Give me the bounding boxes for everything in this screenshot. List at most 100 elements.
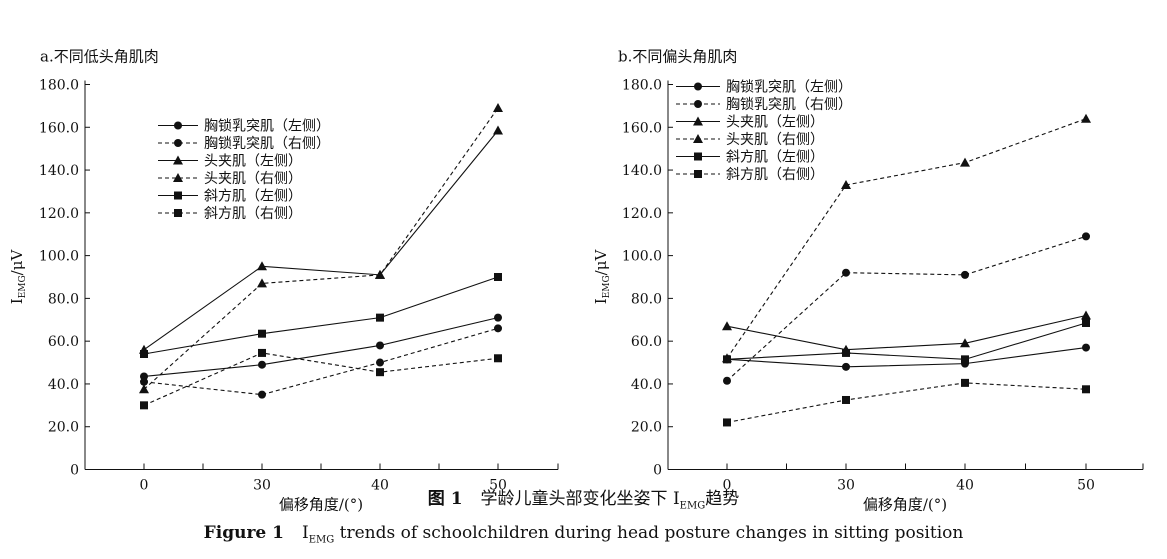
chart-a: a.不同低头角肌肉 0 20.0 40.0 60.0 80.0 100.0 120.0 140.… (8, 48, 559, 514)
data-point (961, 378, 969, 387)
legend-marker (694, 100, 702, 108)
legend-label: 胸锁乳突肌（左侧） (726, 80, 852, 96)
series-1 (140, 313, 502, 381)
x-tick-label: 0 (140, 478, 149, 494)
data-point (376, 313, 384, 322)
y-tick-label: 80.0 (48, 291, 79, 307)
legend-marker (174, 191, 182, 200)
legend-entry: 胸锁乳突肌（左侧） (158, 119, 330, 135)
series-line (726, 314, 1087, 351)
series-line (143, 107, 499, 390)
legend-label: 斜方肌（右侧） (726, 167, 824, 183)
legend-marker (694, 170, 702, 178)
data-point (723, 355, 731, 364)
series-4 (139, 103, 503, 394)
caption-en-label: Figure 1 (203, 523, 284, 543)
chart-title: a.不同低头角肌肉 (40, 48, 159, 66)
y-tick-label: 160.0 (622, 120, 662, 136)
y-tick-label: 60.0 (48, 334, 79, 350)
legend-label: 斜方肌（左侧） (204, 189, 302, 205)
data-point (139, 384, 149, 394)
data-point (961, 355, 969, 364)
y-tick-label: 0 (653, 463, 662, 479)
y-tick-label: 60.0 (631, 334, 662, 350)
legend-entry: 胸锁乳突肌（左侧） (676, 80, 852, 96)
data-point (376, 368, 384, 377)
legend-marker (694, 82, 702, 91)
legend-entry: 头夹肌（左侧） (158, 154, 302, 170)
series-2 (723, 232, 1090, 385)
series-3 (722, 310, 1091, 354)
caption-cn-text-before: 学龄儿童头部变化坐姿下 I (480, 489, 680, 509)
data-point (723, 418, 731, 427)
data-point (494, 313, 502, 322)
data-point (842, 395, 850, 404)
legend-entry: 头夹肌（右侧） (158, 171, 302, 187)
data-point (841, 180, 851, 190)
legend-label: 头夹肌（右侧） (726, 132, 824, 148)
caption-chinese: 图 1 学龄儿童头部变化坐姿下 IEMG趋势 (0, 484, 1167, 511)
y-tick-label: 40.0 (631, 377, 662, 393)
y-axis-label-sub: EMG (602, 275, 612, 298)
y-axis-label-sub: EMG (18, 275, 28, 298)
data-point (1082, 343, 1090, 352)
data-point (494, 354, 502, 363)
legend-label: 胸锁乳突肌（左侧） (204, 119, 330, 135)
data-point (258, 329, 266, 338)
chart-b: b.不同偏头角肌肉 0 20.0 40.0 60.0 80.0 100.0 120.0 140.… (592, 48, 1144, 514)
legend-marker (173, 173, 183, 182)
legend-entry: 斜方肌（左侧） (676, 150, 824, 166)
caption-en-text-before: I (301, 523, 309, 543)
y-tick-label: 180.0 (622, 78, 662, 94)
series-line (143, 130, 499, 351)
data-point (494, 324, 502, 333)
y-tick-label: 120.0 (622, 206, 662, 222)
y-axis-label-main: I (8, 298, 26, 304)
legend-label: 头夹肌（左侧） (726, 115, 824, 131)
data-point (493, 103, 503, 113)
x-tick-label: 50 (1077, 478, 1095, 494)
legend-label: 头夹肌（左侧） (204, 154, 302, 170)
y-tick-label: 160.0 (39, 120, 79, 136)
series-line (726, 322, 1087, 360)
data-point (842, 362, 850, 371)
data-point (140, 350, 148, 358)
data-point (258, 390, 266, 399)
y-axis-label: IEMG/μV (592, 249, 612, 305)
legend-entry: 头夹肌（右侧） (676, 132, 824, 148)
data-point (258, 348, 266, 357)
caption-en-sub: EMG (308, 534, 335, 546)
data-point (1082, 318, 1090, 327)
series-line (726, 382, 1087, 423)
legend-marker (174, 139, 182, 147)
x-axis-label: 偏移角度/(°) (863, 496, 947, 514)
x-tick-label: 30 (253, 478, 271, 494)
y-axis-label: IEMG/μV (8, 249, 28, 305)
legend-entry: 斜方肌（左侧） (158, 189, 302, 205)
y-axis-label-unit: /μV (8, 249, 26, 276)
chart-title: b.不同偏头角肌肉 (618, 48, 737, 66)
legend-label: 胸锁乳突肌（右侧） (204, 136, 330, 152)
legend-marker (173, 155, 183, 165)
legend-marker (693, 116, 703, 126)
legend-marker (174, 121, 182, 130)
legend-entry: 胸锁乳突肌（右侧） (158, 136, 330, 152)
series-line (726, 347, 1087, 368)
y-axis-label-unit: /μV (592, 249, 610, 276)
legend-marker (693, 134, 703, 143)
legend-label: 斜方肌（右侧） (204, 206, 302, 222)
y-tick-label: 40.0 (48, 377, 79, 393)
legend-entry: 斜方肌（右侧） (158, 206, 302, 222)
y-tick-label: 120.0 (39, 206, 79, 222)
series-1 (723, 343, 1090, 371)
series-6 (723, 378, 1090, 427)
legend-entry: 斜方肌（右侧） (676, 167, 824, 183)
series-line (726, 118, 1087, 359)
legend-marker (174, 209, 182, 217)
y-tick-label: 20.0 (631, 420, 662, 436)
series-6 (140, 348, 502, 410)
data-point (1081, 310, 1091, 320)
y-tick-label: 140.0 (39, 163, 79, 179)
series-line (726, 235, 1087, 382)
